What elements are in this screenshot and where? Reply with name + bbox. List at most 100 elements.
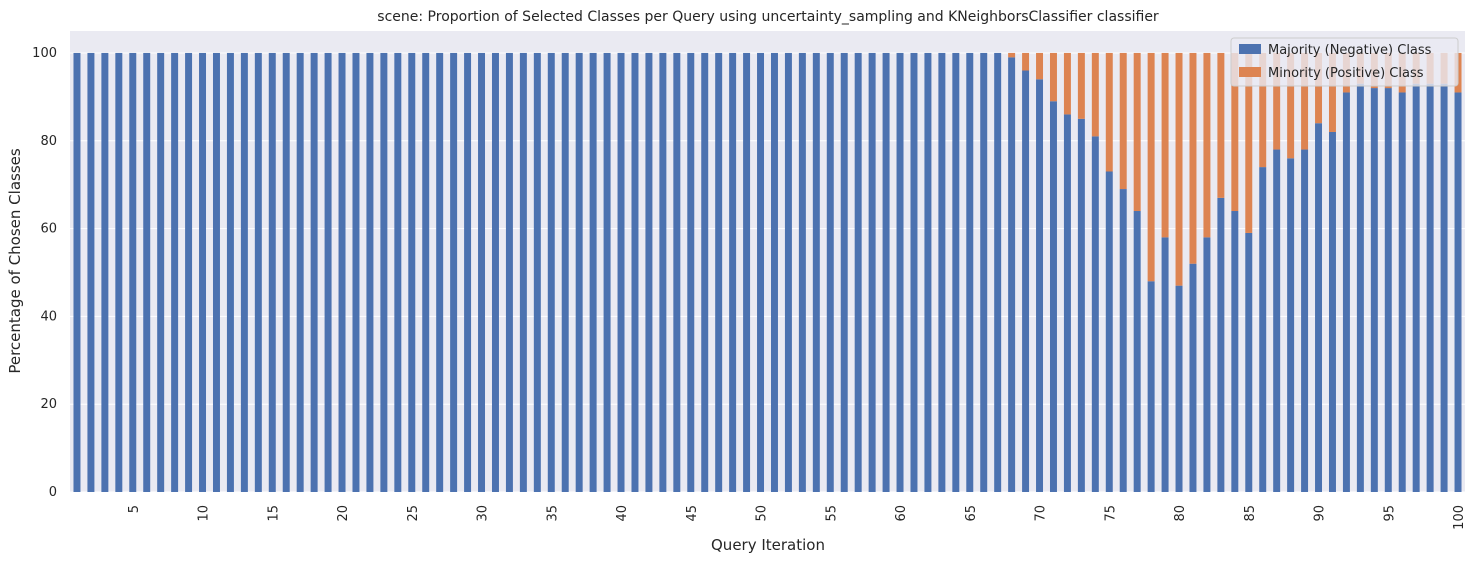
bar-minority (1203, 52, 1211, 238)
bar-majority (812, 52, 820, 492)
bar-majority (199, 52, 207, 492)
bar-minority (1105, 52, 1113, 172)
bar-majority (324, 52, 332, 492)
bar-majority (854, 52, 862, 492)
bar-majority (645, 52, 653, 492)
bars (73, 52, 1462, 493)
bar-majority (603, 52, 611, 492)
bar-majority (617, 52, 625, 492)
bar-majority (268, 52, 276, 492)
bar-majority (1273, 149, 1281, 493)
bar-majority (101, 52, 109, 492)
bar-minority (1328, 52, 1336, 132)
bar-majority (1008, 57, 1016, 492)
bar-majority (743, 52, 751, 492)
x-tick-label: 40 (615, 505, 630, 522)
x-tick-label: 75 (1103, 505, 1118, 522)
x-tick-label: 90 (1313, 505, 1328, 522)
bar-majority (966, 52, 974, 492)
bar-minority (1091, 52, 1099, 137)
y-tick-label: 80 (40, 134, 57, 149)
x-tick-label: 55 (824, 505, 839, 522)
legend-label-minority: Minority (Positive) Class (1268, 66, 1424, 81)
chart-title: scene: Proportion of Selected Classes pe… (377, 9, 1159, 25)
bar-majority (589, 52, 597, 492)
bar-majority (1077, 118, 1085, 493)
x-axis-ticks: 5 10 15 20 25 30 35 40 45 50 55 60 65 70 75 80 85 90 95 100 (127, 505, 1467, 530)
bar-majority (994, 52, 1002, 492)
bar-majority (212, 52, 220, 492)
x-tick-label: 100 (1452, 505, 1467, 530)
bar-majority (533, 52, 541, 492)
y-tick-label: 100 (32, 46, 57, 61)
bar-majority (143, 52, 151, 492)
bar-majority (73, 52, 81, 492)
bar-majority (547, 52, 555, 492)
bar-majority (1105, 171, 1113, 492)
x-tick-label: 10 (197, 505, 212, 522)
x-tick-label: 65 (964, 505, 979, 522)
bar-majority (505, 52, 513, 492)
bar-minority (1133, 52, 1141, 212)
bar-majority (408, 52, 416, 492)
bar-minority (1036, 52, 1044, 80)
bar-majority (157, 52, 165, 492)
bar-majority (1217, 197, 1225, 493)
bar-majority (1161, 237, 1169, 492)
bar-majority (1049, 101, 1057, 492)
bar-majority (1063, 114, 1071, 493)
x-tick-label: 35 (545, 505, 560, 522)
bar-majority (868, 52, 876, 492)
bar-majority (1426, 83, 1434, 492)
x-tick-label: 70 (1034, 505, 1049, 522)
bar-majority (436, 52, 444, 492)
bar-majority (729, 52, 737, 492)
bar-majority (952, 52, 960, 492)
legend-swatch-majority (1239, 44, 1261, 54)
bar-majority (1203, 237, 1211, 492)
bar-minority (1077, 52, 1085, 119)
bar-majority (896, 52, 904, 492)
bar-minority (1063, 52, 1071, 115)
y-tick-label: 0 (49, 485, 57, 500)
x-tick-label: 60 (894, 505, 909, 522)
bar-minority (1315, 52, 1323, 124)
bar-majority (464, 52, 472, 492)
x-tick-label: 5 (127, 505, 142, 513)
bar-majority (1175, 285, 1183, 492)
bar-majority (1189, 263, 1197, 492)
bar-minority (1231, 52, 1239, 212)
legend-box (1230, 37, 1459, 87)
bar-minority (1259, 52, 1267, 168)
bar-majority (1259, 167, 1267, 492)
bar-majority (798, 52, 806, 492)
bar-majority (450, 52, 458, 492)
bar-majority (240, 52, 248, 492)
bar-majority (1440, 83, 1448, 492)
bar-majority (1398, 92, 1406, 492)
bar-majority (129, 52, 137, 492)
x-tick-label: 30 (476, 505, 491, 522)
bar-majority (910, 52, 918, 492)
bar-majority (115, 52, 123, 492)
bar-majority (924, 52, 932, 492)
bar-minority (1175, 52, 1183, 286)
bar-majority (673, 52, 681, 492)
bar-majority (1119, 189, 1127, 493)
bar-majority (561, 52, 569, 492)
bar-majority (980, 52, 988, 492)
bar-majority (422, 52, 430, 492)
x-tick-label: 50 (755, 505, 770, 522)
bar-majority (687, 52, 695, 492)
bar-minority (1287, 52, 1295, 159)
bar-majority (882, 52, 890, 492)
x-tick-label: 45 (685, 505, 700, 522)
bar-majority (1370, 88, 1378, 493)
bar-majority (282, 52, 290, 492)
bar-majority (784, 52, 792, 492)
bar-majority (659, 52, 667, 492)
bar-majority (1036, 79, 1044, 493)
bar-majority (380, 52, 388, 492)
x-tick-label: 80 (1173, 505, 1188, 522)
legend-label-majority: Majority (Negative) Class (1268, 43, 1432, 58)
